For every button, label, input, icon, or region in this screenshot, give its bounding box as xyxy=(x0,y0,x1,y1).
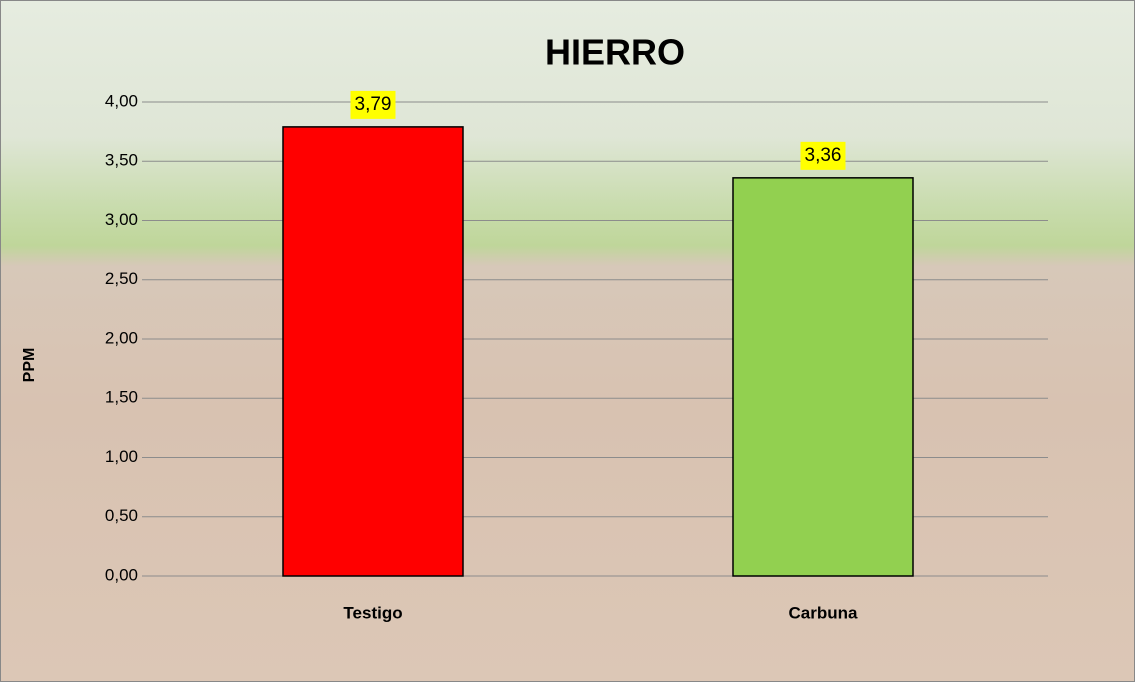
chart: HIERRO PPM 0,00 0,50 1,00 1,50 2,00 2,50 3,00 3… xyxy=(0,0,1135,682)
data-label: 3,36 xyxy=(805,145,842,166)
y-tick-label: 1,00 xyxy=(105,447,138,466)
bar xyxy=(733,178,913,576)
y-tick-label: 3,50 xyxy=(105,151,138,170)
y-axis-title: PPM xyxy=(21,348,38,383)
chart-background xyxy=(1,1,1135,682)
bar xyxy=(283,127,463,576)
y-tick-label: 2,00 xyxy=(105,328,138,347)
x-tick-label: Testigo xyxy=(343,603,402,622)
y-tick-label: 4,00 xyxy=(105,91,138,110)
x-tick-label: Carbuna xyxy=(789,603,859,622)
y-tick-label: 0,00 xyxy=(105,565,138,584)
page: {"chart_data": {"type": "bar", "title": … xyxy=(0,0,1135,682)
chart-title: HIERRO xyxy=(545,32,685,73)
y-tick-label: 2,50 xyxy=(105,269,138,288)
y-tick-label: 3,00 xyxy=(105,210,138,229)
y-tick-label: 1,50 xyxy=(105,388,138,407)
data-label: 3,79 xyxy=(355,94,392,115)
y-tick-label: 0,50 xyxy=(105,506,138,525)
